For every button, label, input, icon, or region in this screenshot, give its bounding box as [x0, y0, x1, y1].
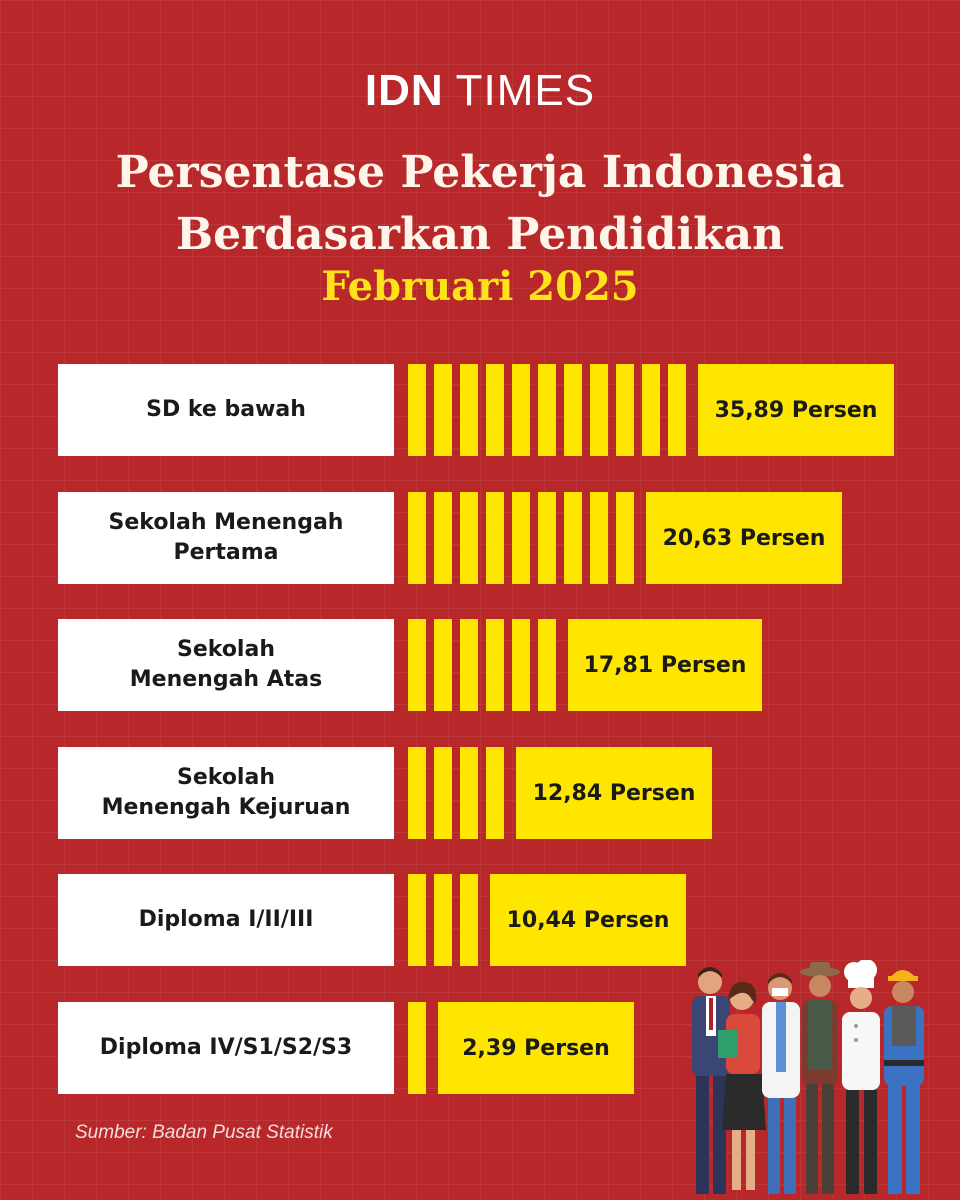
bar-row: Sekolah Menengah Atas 17,81 Persen [58, 619, 938, 711]
category-label: Diploma IV/S1/S2/S3 [58, 1002, 394, 1094]
chef-figure [842, 960, 880, 1194]
doctor-figure [762, 973, 800, 1194]
bar-stripe [538, 619, 556, 711]
construction-worker-figure [884, 970, 924, 1194]
bar-stripe [564, 364, 582, 456]
bar-stripe [408, 747, 426, 839]
bar-row: Sekolah Menengah Pertama 20,63 Persen [58, 492, 938, 584]
bar-stripe [408, 1002, 426, 1094]
businessman-figure [692, 967, 730, 1194]
bar-row: SD ke bawah 35,89 Persen [58, 364, 938, 456]
bar-row: Sekolah Menengah Kejuruan 12,84 Persen [58, 747, 938, 839]
bar-stripe [538, 492, 556, 584]
bar-stripe [434, 619, 452, 711]
bar-stripe [590, 492, 608, 584]
bar-stripe [486, 364, 504, 456]
bar-stripe [434, 874, 452, 966]
bar-stripe [642, 364, 660, 456]
bar-stripe [460, 619, 478, 711]
bar-stripe [512, 364, 530, 456]
brand-logo-part1: IDN [364, 66, 444, 115]
bar-stripe [486, 619, 504, 711]
bar-stripe [538, 364, 556, 456]
bar-stripe [616, 364, 634, 456]
bar-stripe [460, 492, 478, 584]
bar-stripe [408, 364, 426, 456]
value-label: 10,44 Persen [490, 874, 686, 966]
bar-row: Diploma I/II/III 10,44 Persen [58, 874, 938, 966]
bar-stripe [512, 492, 530, 584]
bar-stripe [434, 747, 452, 839]
bar-stripe [434, 364, 452, 456]
category-label: SD ke bawah [58, 364, 394, 456]
value-label: 2,39 Persen [438, 1002, 634, 1094]
bar-stripe [434, 492, 452, 584]
bar-stripe [408, 492, 426, 584]
category-label: Sekolah Menengah Atas [58, 619, 394, 711]
bar-stripe [668, 364, 686, 456]
bar-stripe [486, 492, 504, 584]
value-label: 20,63 Persen [646, 492, 842, 584]
value-label: 35,89 Persen [698, 364, 894, 456]
category-label: Diploma I/II/III [58, 874, 394, 966]
bar-stripe [460, 874, 478, 966]
brand-logo-part2: TIMES [455, 66, 596, 115]
source-note: Sumber: Badan Pusat Statistik [75, 1122, 333, 1143]
bar-stripe [616, 492, 634, 584]
teacher-figure [718, 981, 766, 1190]
bar-row: Diploma IV/S1/S2/S3 2,39 Persen [58, 1002, 938, 1094]
workers-illustration [692, 960, 924, 1194]
bar-stripe [408, 874, 426, 966]
bar-stripe [408, 619, 426, 711]
bar-stripe [486, 747, 504, 839]
brand-logo: IDN TIMES [0, 66, 960, 116]
bar-stripe [564, 492, 582, 584]
bar-stripe [460, 364, 478, 456]
farmer-figure [800, 962, 840, 1194]
value-label: 17,81 Persen [568, 619, 762, 711]
value-label: 12,84 Persen [516, 747, 712, 839]
bar-stripe [512, 619, 530, 711]
category-label: Sekolah Menengah Kejuruan [58, 747, 394, 839]
bar-stripe [590, 364, 608, 456]
chart-title: Persentase Pekerja Indonesia Berdasarkan… [115, 147, 845, 260]
chart-subtitle: Februari 2025 [321, 263, 639, 310]
bar-stripe [460, 747, 478, 839]
category-label: Sekolah Menengah Pertama [58, 492, 394, 584]
